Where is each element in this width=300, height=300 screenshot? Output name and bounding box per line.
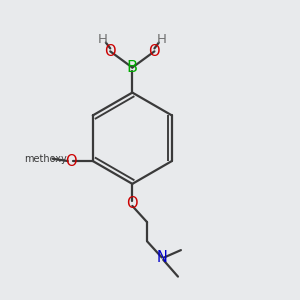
- Text: O: O: [148, 44, 160, 59]
- Text: O: O: [127, 196, 138, 211]
- Text: B: B: [127, 60, 138, 75]
- Text: methoxy: methoxy: [24, 154, 67, 164]
- Text: N: N: [156, 250, 167, 265]
- Text: H: H: [157, 33, 167, 46]
- Text: H: H: [98, 33, 108, 46]
- Text: O: O: [65, 154, 76, 169]
- Text: O: O: [104, 44, 116, 59]
